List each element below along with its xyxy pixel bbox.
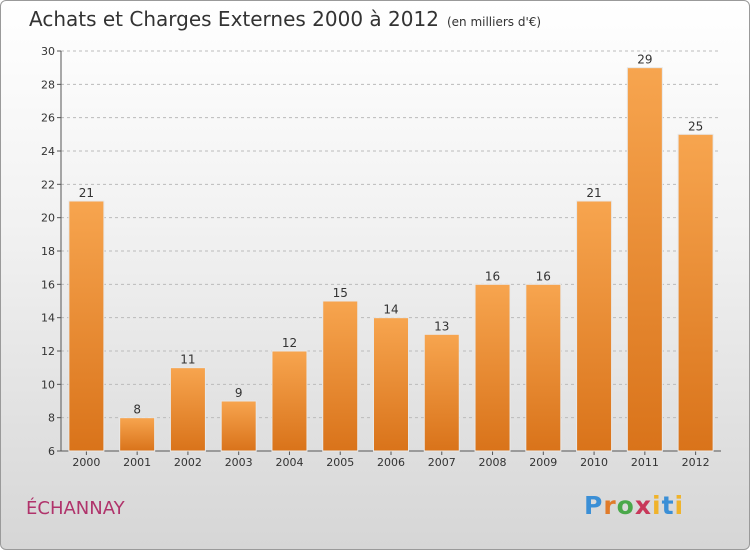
y-tick-label: 24 (41, 145, 55, 158)
y-tick-label: 30 (41, 45, 55, 58)
x-tick-label-2004: 2004 (275, 456, 303, 469)
x-tick-label-2008: 2008 (479, 456, 507, 469)
bar-2006 (373, 317, 409, 452)
data-label-2007: 13 (434, 319, 449, 333)
data-label-2001: 8 (133, 403, 141, 417)
y-tick-label: 22 (41, 178, 55, 191)
data-label-2011: 29 (637, 53, 652, 67)
y-tick-label: 16 (41, 278, 55, 291)
bar-2012 (677, 133, 714, 452)
bar-2000 (68, 200, 105, 452)
data-label-2002: 11 (180, 353, 195, 367)
bar-2005 (322, 300, 359, 452)
data-label-2010: 21 (586, 186, 601, 200)
data-label-2006: 14 (383, 303, 398, 317)
bar-2002 (169, 367, 206, 452)
y-tick-label: 8 (48, 412, 55, 425)
x-tick-label-2005: 2005 (326, 456, 354, 469)
chart-unit: (en milliers d'€) (446, 15, 542, 29)
bar-2007 (423, 333, 460, 452)
data-label-2005: 15 (333, 286, 348, 300)
proxiti-logo[interactable]: Proxiti (584, 491, 685, 520)
x-tick-label-2011: 2011 (631, 456, 659, 469)
x-tick-label-2000: 2000 (72, 456, 100, 469)
y-tick-label: 20 (41, 212, 55, 225)
data-label-2009: 16 (536, 269, 551, 283)
x-tick-label-2003: 2003 (225, 456, 253, 469)
y-tick-label: 28 (41, 78, 55, 91)
data-label-2000: 21 (79, 186, 94, 200)
data-label-2008: 16 (485, 269, 500, 283)
x-tick-label-2010: 2010 (580, 456, 608, 469)
bar-2003 (220, 400, 257, 452)
bar-2001 (119, 417, 156, 452)
x-tick-label-2007: 2007 (428, 456, 456, 469)
data-label-2004: 12 (282, 336, 297, 350)
y-tick-label: 6 (48, 445, 55, 458)
data-label-2003: 9 (235, 386, 243, 400)
y-tick-label: 10 (41, 378, 55, 391)
y-tick-label: 12 (41, 345, 55, 358)
x-tick-label-2001: 2001 (123, 456, 151, 469)
x-tick-label-2012: 2012 (682, 456, 710, 469)
commune-name: ÉCHANNAY (26, 498, 125, 519)
bar-2004 (271, 350, 308, 452)
y-tick-label: 26 (41, 112, 55, 125)
y-tick-label: 18 (41, 245, 55, 258)
x-tick-label-2006: 2006 (377, 456, 405, 469)
data-label-2012: 25 (688, 119, 703, 133)
bar-2010 (576, 200, 613, 452)
x-tick-label-2009: 2009 (529, 456, 557, 469)
chart-title: Achats et Charges Externes 2000 à 2012 (e… (29, 7, 541, 31)
bar-2011 (626, 67, 663, 452)
x-tick-label-2002: 2002 (174, 456, 202, 469)
bar-2009 (525, 283, 562, 452)
chart-title-text: Achats et Charges Externes 2000 à 2012 (29, 7, 439, 31)
y-tick-label: 14 (41, 312, 55, 325)
bar-2008 (474, 283, 511, 452)
